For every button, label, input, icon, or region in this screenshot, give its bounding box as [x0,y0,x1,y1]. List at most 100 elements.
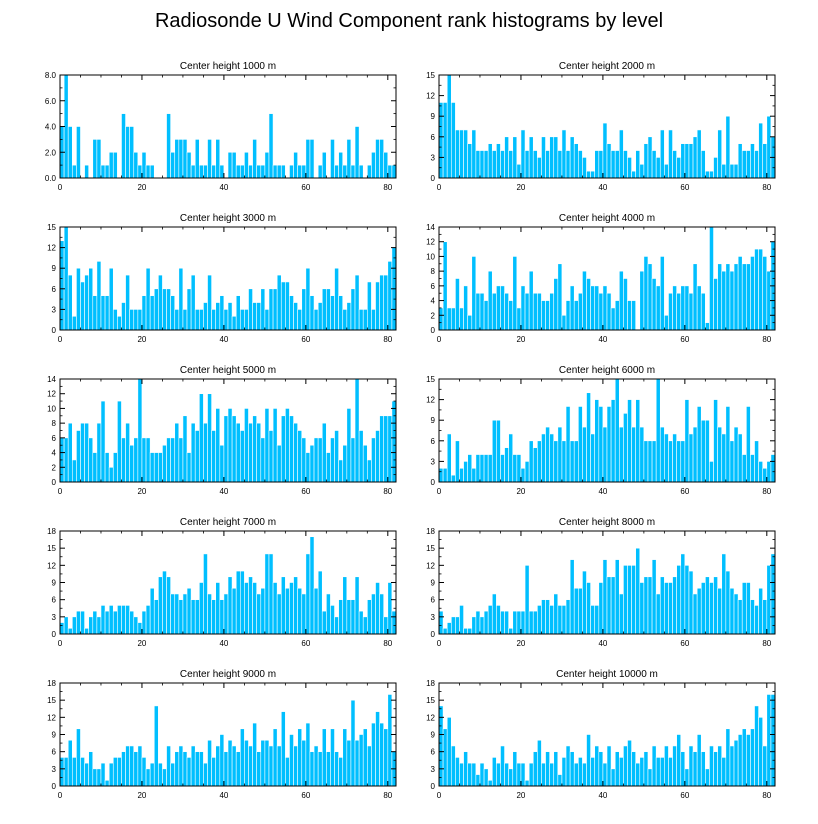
panel-title: Center height 1000 m [180,61,276,72]
histogram-bar [186,757,192,787]
histogram-bar [627,157,632,179]
histogram-bar [182,309,188,331]
histogram-bar [338,599,344,635]
x-tick-label: 0 [437,487,442,496]
y-tick-label: 15 [47,696,56,705]
y-tick-label: 2 [431,311,436,320]
histogram-bar [541,599,546,635]
histogram-bar [137,164,143,179]
histogram-bar [532,292,538,331]
histogram-bar [557,605,563,635]
histogram-bar [578,150,583,179]
histogram-bar [659,129,665,179]
histogram-bar [387,694,393,787]
histogram-bar [280,281,286,331]
histogram-panel: Center height 2000 m 0 20 40 60 80 0 3 6 9 12 15 [426,61,776,192]
x-tick-label: 80 [762,183,771,192]
histogram-bar [358,734,364,787]
histogram-bar [565,599,571,635]
histogram-bar [573,143,579,179]
y-tick-label: 6 [431,748,436,757]
histogram-bar [239,728,245,787]
y-tick-label: 6.0 [45,97,57,106]
histogram-bar [614,150,620,179]
histogram-bar [264,408,270,483]
histogram-bar [623,278,628,331]
histogram-bar [606,745,612,787]
histogram-bar [729,163,735,179]
histogram-bar [285,281,290,331]
histogram-bar [387,415,393,483]
histogram-bar [635,399,641,483]
histogram-bar [725,115,731,179]
histogram-bar [520,762,526,787]
histogram-bar [125,745,130,787]
histogram-bar [244,408,249,483]
histogram-bar [112,452,118,483]
histogram-bar [496,762,501,787]
y-tick-label: 0 [52,630,57,639]
histogram-bar [680,285,686,331]
histogram-bar [459,307,464,331]
histogram-bar [573,587,579,635]
histogram-bar [301,288,307,331]
x-tick-label: 60 [680,639,689,648]
histogram-bar [309,295,315,331]
histogram-bar [573,300,579,331]
histogram-bar [88,616,94,635]
histogram-bar [479,292,485,331]
x-tick-label: 60 [301,335,310,344]
histogram-panel: Center height 5000 m 0 20 40 60 80 0 2 4 6 8 10 12 14 [47,365,397,496]
histogram-bar [63,226,69,331]
histogram-bar [227,408,233,483]
histogram-bar [750,599,755,635]
histogram-bar [754,440,759,483]
histogram-bar [133,151,139,179]
histogram-bar [297,164,303,179]
histogram-bar [516,163,522,179]
histogram-bar [721,270,727,331]
histogram-bar [692,426,698,483]
histogram-bar [664,745,669,787]
histogram-bar [235,751,241,787]
histogram-bar [512,610,518,635]
histogram-bar [602,559,608,635]
histogram-bar [512,751,518,787]
x-tick-label: 0 [58,335,63,344]
histogram-bar [379,593,385,635]
histogram-bar [276,444,282,483]
histogram-bar [194,309,200,331]
panel-title: Center height 10000 m [556,669,658,680]
histogram-bar [516,762,522,787]
histogram-bar [651,278,657,331]
histogram-bar [260,164,266,179]
histogram-bar [713,157,718,179]
histogram-bar [215,408,221,483]
histogram-bar [358,610,364,635]
histogram-bar [651,150,657,179]
x-tick-label: 0 [58,639,63,648]
histogram-bar [129,745,135,787]
histogram-panel: Center height 10000 m 0 20 40 60 80 0 3 6 9 12 15 18 [426,669,776,800]
histogram-bar [770,454,776,483]
histogram-bar [750,454,755,483]
histogram-bar [582,570,587,635]
x-tick-label: 20 [137,183,146,192]
histogram-bar [450,307,456,331]
histogram-bar [696,285,702,331]
histogram-bar [680,751,686,787]
x-tick-label: 40 [598,791,607,800]
histogram-bar [84,762,89,787]
histogram-bar [639,426,645,483]
histogram-bar [129,309,135,331]
histogram-bar [231,587,237,635]
y-tick-label: 3 [431,153,436,162]
histogram-bar [705,322,710,331]
y-tick-label: 15 [426,696,435,705]
histogram-bar [541,136,546,179]
histogram-bar [766,461,772,483]
histogram-bar [252,302,257,331]
y-tick-label: 9 [431,416,436,425]
histogram-bar [741,150,747,179]
histogram-bar [145,267,151,331]
